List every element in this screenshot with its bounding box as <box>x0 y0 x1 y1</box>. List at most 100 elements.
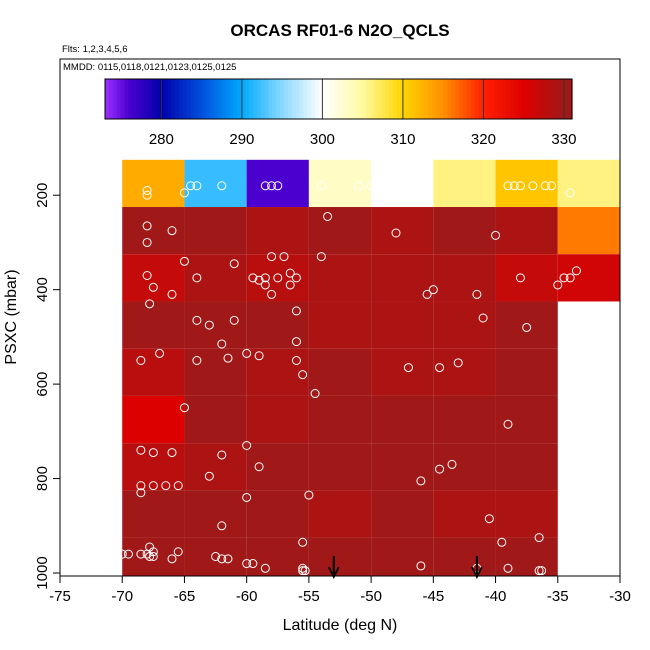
x-tick-label: -45 <box>422 588 444 605</box>
data-point <box>298 563 308 573</box>
colorbar-segment <box>385 79 390 119</box>
heatmap-cell <box>371 207 434 255</box>
x-tick-label: -35 <box>547 588 569 605</box>
colorbar-segment <box>132 79 137 119</box>
data-point <box>248 273 258 283</box>
data-point <box>148 282 158 292</box>
data-point <box>484 514 494 524</box>
data-point <box>291 356 301 365</box>
heatmap-cell <box>433 348 496 396</box>
data-point <box>534 566 544 576</box>
colorbar-segment <box>455 79 460 119</box>
data-point <box>435 363 445 373</box>
data-point <box>192 356 202 365</box>
data-point <box>155 348 165 358</box>
colorbar-segment <box>525 79 530 119</box>
x-axis: -75 -70 -65 -60 -55 -50 -45 -40 -35 -30 <box>49 576 631 605</box>
data-point <box>323 211 333 221</box>
colorbar-segment <box>237 79 242 119</box>
heatmap-cell <box>122 254 185 302</box>
x-tick-label: -75 <box>49 588 71 605</box>
colorbar-segment <box>334 79 340 119</box>
y-tick-label: 200 <box>34 183 51 208</box>
colorbar-segment <box>498 79 503 119</box>
colorbar-segment <box>389 79 394 119</box>
data-point <box>291 273 301 283</box>
data-point <box>229 315 239 325</box>
heatmap-cell <box>184 537 247 576</box>
heatmap-cell <box>246 301 309 349</box>
colorbar-segment <box>143 79 149 119</box>
colorbar-segment <box>416 79 421 119</box>
data-point <box>553 280 563 290</box>
data-point <box>503 563 513 573</box>
y-tick-label: 1000 <box>34 556 51 589</box>
colorbar-segment <box>186 79 192 119</box>
data-point <box>403 363 413 373</box>
data-point <box>254 275 264 285</box>
heatmap-cell <box>184 301 247 349</box>
colorbar-segment <box>540 79 546 119</box>
colorbar-segment <box>377 79 382 119</box>
x-tick-label: -60 <box>236 588 258 605</box>
y-axis: 200 400 600 800 1000 <box>34 183 60 590</box>
data-point <box>291 337 301 347</box>
data-point <box>217 450 227 460</box>
data-point <box>503 181 513 191</box>
heatmap-cell <box>495 443 558 491</box>
heatmap-cell <box>184 254 247 302</box>
heatmap-cell <box>184 395 247 444</box>
x-tick-label: -65 <box>174 588 196 605</box>
data-point <box>391 228 401 238</box>
data-point <box>540 181 550 191</box>
data-point <box>534 533 544 543</box>
colorbar-segment <box>206 79 211 119</box>
data-point <box>142 271 152 280</box>
colorbar-segment <box>369 79 375 119</box>
data-point <box>304 490 314 500</box>
observation-points <box>117 181 581 576</box>
data-point <box>300 566 310 576</box>
heatmap-cell <box>557 207 620 255</box>
colorbar-segment <box>536 79 542 119</box>
colorbar-segment <box>330 79 336 119</box>
data-point <box>267 289 277 299</box>
colorbar-segment <box>264 79 270 119</box>
arrow-head <box>327 566 340 580</box>
heatmap-cell <box>184 490 247 538</box>
data-point <box>316 181 326 191</box>
colorbar-segment <box>494 79 499 119</box>
colorbar-segment <box>272 79 277 119</box>
colorbar-segment <box>105 79 110 119</box>
colorbar-segment <box>108 79 114 119</box>
data-point <box>217 521 227 531</box>
colorbar-tick-label: 320 <box>471 131 496 148</box>
colorbar-segment <box>315 79 320 119</box>
heatmap-cell <box>433 395 496 444</box>
heatmap-cell <box>371 254 434 302</box>
data-point <box>217 181 227 191</box>
data-point <box>142 190 152 200</box>
data-point <box>223 353 233 363</box>
heatmap-cell <box>122 348 185 396</box>
data-point <box>298 370 308 380</box>
data-point <box>192 181 202 191</box>
data-point <box>515 181 525 191</box>
heatmap-cell <box>308 537 372 576</box>
colorbar-segment <box>466 79 472 119</box>
heatmap-cell <box>122 159 185 208</box>
colorbar-segment <box>291 79 297 119</box>
data-point <box>478 313 488 323</box>
data-point <box>260 273 270 283</box>
arrow-head <box>471 566 483 580</box>
data-point <box>267 181 277 191</box>
data-point <box>260 563 270 573</box>
data-point <box>145 542 155 552</box>
colorbar-segment <box>470 79 476 119</box>
heatmap-cell <box>495 159 558 208</box>
colorbar-segment <box>182 79 188 119</box>
colorbar-segment <box>311 79 316 119</box>
data-point <box>161 481 171 491</box>
heatmap-cell <box>495 348 558 396</box>
colorbar-tick-label: 310 <box>390 131 415 148</box>
